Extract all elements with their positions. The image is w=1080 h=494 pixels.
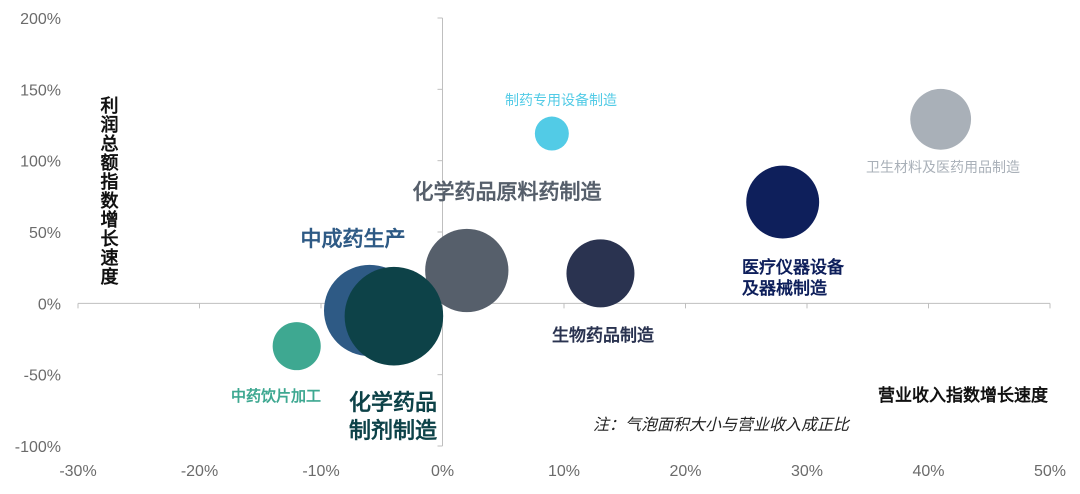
bubble	[566, 239, 635, 308]
x-tick-label: -20%	[181, 463, 218, 480]
x-tick-label: 10%	[548, 463, 580, 480]
axes	[77, 17, 1051, 447]
bubble	[344, 266, 444, 366]
x-tick-label: 30%	[791, 463, 823, 480]
y-axis-title: 利润总额指数增长速度	[98, 95, 119, 286]
label-health-materials: 卫生材料及医药用品制造	[866, 160, 1020, 176]
x-axis-title: 营业收入指数增长速度	[878, 385, 1049, 406]
bubble	[746, 165, 820, 239]
tick-labels: -30% -20% -10% 0% 10% 20% 30% 40% 50% 200% 150% 100…	[15, 11, 1066, 480]
bubble	[272, 322, 321, 371]
y-tick-label: 0%	[38, 296, 61, 313]
label-chemical-raw: 化学药品原料药制造	[413, 180, 603, 204]
chart-note: 注：气泡面积大小与营业收入成正比	[593, 415, 851, 434]
bubbles	[272, 88, 972, 371]
y-tick-label: 150%	[20, 82, 61, 99]
bubble	[534, 116, 569, 151]
y-tick-label: 100%	[20, 154, 61, 171]
x-tick-label: 0%	[431, 463, 454, 480]
y-tick-label: -50%	[24, 368, 61, 385]
label-chemical-prep-line2: 制剂制造	[349, 418, 437, 444]
bubble	[425, 228, 509, 313]
label-chemical-prep-line1: 化学药品	[349, 390, 437, 416]
y-tick-label: -100%	[15, 439, 61, 456]
x-tick-label: 20%	[669, 463, 701, 480]
y-tick-label: 200%	[20, 11, 61, 28]
label-tcm: 中成药生产	[301, 227, 406, 251]
label-biological: 生物药品制造	[552, 325, 655, 346]
x-tick-label: 40%	[912, 463, 944, 480]
label-tcm-pieces: 中药饮片加工	[231, 387, 321, 405]
label-medical-line1: 医疗仪器设备	[742, 257, 845, 278]
x-tick-label: -10%	[302, 463, 339, 480]
bubble	[910, 88, 972, 150]
x-tick-label: -30%	[59, 463, 96, 480]
x-tick-label: 50%	[1034, 463, 1066, 480]
label-pharma-equipment: 制药专用设备制造	[505, 92, 617, 109]
y-tick-label: 50%	[29, 225, 61, 242]
label-medical-line2: 及器械制造	[742, 278, 828, 299]
